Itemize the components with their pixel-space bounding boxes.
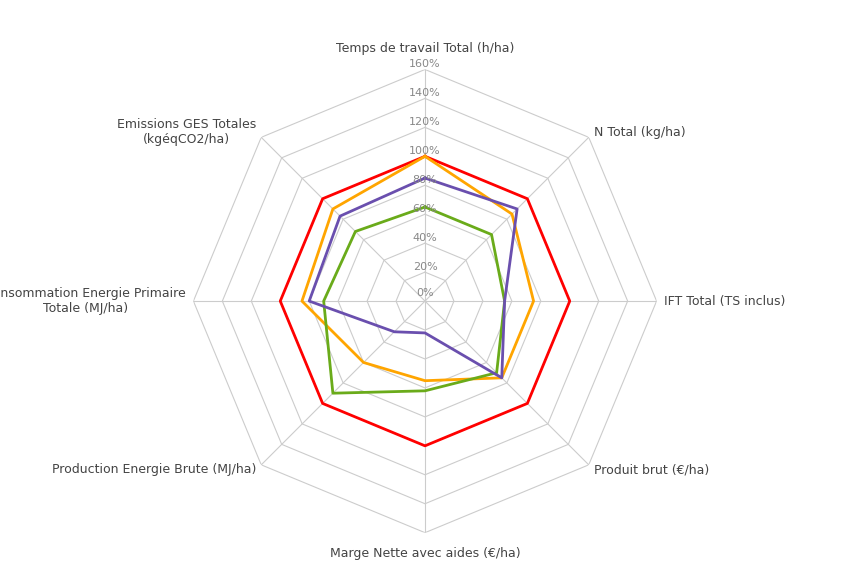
- Text: Marge Nette avec aides (€/ha): Marge Nette avec aides (€/ha): [330, 547, 520, 560]
- Text: 0%: 0%: [416, 288, 434, 298]
- Text: IFT Total (TS inclus): IFT Total (TS inclus): [664, 295, 785, 307]
- Text: Produit brut (€/ha): Produit brut (€/ha): [594, 463, 709, 477]
- Text: 100%: 100%: [409, 146, 441, 156]
- Text: 80%: 80%: [412, 175, 438, 185]
- Text: Emissions GES Totales
(kgéqCO2/ha): Emissions GES Totales (kgéqCO2/ha): [116, 118, 256, 146]
- Text: N Total (kg/ha): N Total (kg/ha): [594, 126, 685, 139]
- Text: Temps de travail Total (h/ha): Temps de travail Total (h/ha): [336, 42, 514, 55]
- Text: 140%: 140%: [409, 89, 441, 98]
- Text: 20%: 20%: [412, 262, 438, 272]
- Text: 60%: 60%: [413, 204, 437, 214]
- Text: Production Energie Brute (MJ/ha): Production Energie Brute (MJ/ha): [52, 463, 256, 477]
- Text: 160%: 160%: [409, 60, 441, 69]
- Text: 40%: 40%: [412, 233, 438, 243]
- Text: 120%: 120%: [409, 118, 441, 127]
- Text: Consommation Energie Primaire
Totale (MJ/ha): Consommation Energie Primaire Totale (MJ…: [0, 287, 186, 315]
